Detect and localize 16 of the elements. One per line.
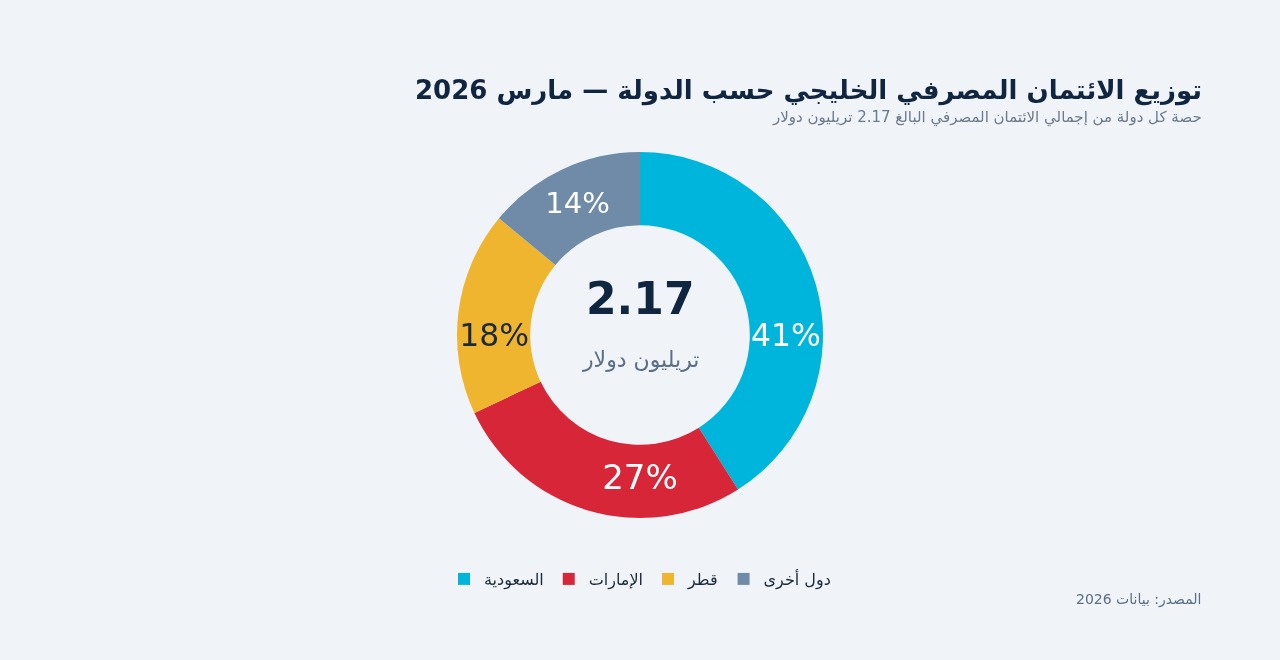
donut-slice [499,152,640,266]
data-label: 14% [545,185,610,220]
text: 2.17 [586,273,695,324]
text: تريليون دولار [582,347,700,372]
data-label: 41% [751,317,821,354]
legend-label: الإمارات [588,570,643,591]
legend-label: قطر [686,570,718,591]
legend-label: السعودية [484,570,544,591]
donut-slice [457,218,556,413]
chart-title: توزيع الائتمان المصرفي الخليجي حسب الدولة — مارس 2026 [415,75,1203,106]
data-label: 18% [459,317,529,354]
donut-slice [474,381,739,518]
text: حصة كل دولة من إجمالي الائتمان المصرفي البالغ 2.17 تريليون دولار [772,108,1202,127]
data-label: 27% [602,456,678,497]
legend-label: دول أخرى [763,569,831,591]
text: المصدر: بيانات 2026 [1076,591,1202,608]
